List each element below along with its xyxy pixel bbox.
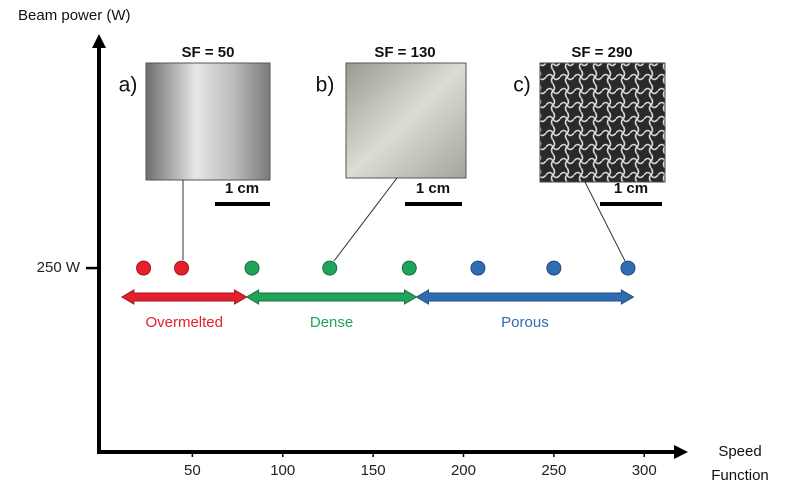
x-axis-arrow — [674, 445, 688, 459]
photo-b — [346, 63, 466, 178]
point — [137, 261, 151, 275]
x-tick-label: 250 — [541, 462, 566, 479]
point — [547, 261, 561, 275]
panel-label: b) — [316, 74, 335, 97]
point — [471, 261, 485, 275]
photo-a — [146, 63, 270, 180]
point — [402, 261, 416, 275]
point — [245, 261, 259, 275]
point — [175, 261, 189, 275]
leader-line — [334, 178, 397, 261]
panel-label: c) — [513, 74, 531, 97]
legend-label: Overmelted — [145, 314, 223, 331]
x-tick-label: 150 — [361, 462, 386, 479]
y-axis-label: Beam power (W) — [18, 7, 131, 24]
x-tick-label: 200 — [451, 462, 476, 479]
x-axis-label: Speed Function — [700, 440, 780, 488]
chart: Beam power (W) 50 100 150 200 250 300 250 W SF … — [0, 0, 792, 492]
inset-title: SF = 130 — [374, 44, 435, 61]
range-arrow — [122, 290, 247, 304]
scale-label: 1 cm — [614, 180, 648, 197]
y-tick-label: 250 W — [37, 259, 81, 276]
scale-label: 1 cm — [416, 180, 450, 197]
panel-label: a) — [119, 74, 138, 97]
legend-label: Porous — [501, 314, 549, 331]
point — [323, 261, 337, 275]
range-arrow — [247, 290, 417, 304]
photo-c — [540, 63, 665, 182]
legend-label: Dense — [310, 314, 353, 331]
inset-title: SF = 50 — [182, 44, 235, 61]
x-tick-label: 50 — [184, 462, 201, 479]
inset-title: SF = 290 — [571, 44, 632, 61]
figure: Beam power (W) 50 100 150 200 250 300 250 W SF … — [0, 0, 792, 492]
y-axis-arrow — [92, 34, 106, 48]
x-tick-label: 300 — [632, 462, 657, 479]
scale-label: 1 cm — [225, 180, 259, 197]
point — [621, 261, 635, 275]
x-tick-label: 100 — [270, 462, 295, 479]
range-arrow — [416, 290, 633, 304]
